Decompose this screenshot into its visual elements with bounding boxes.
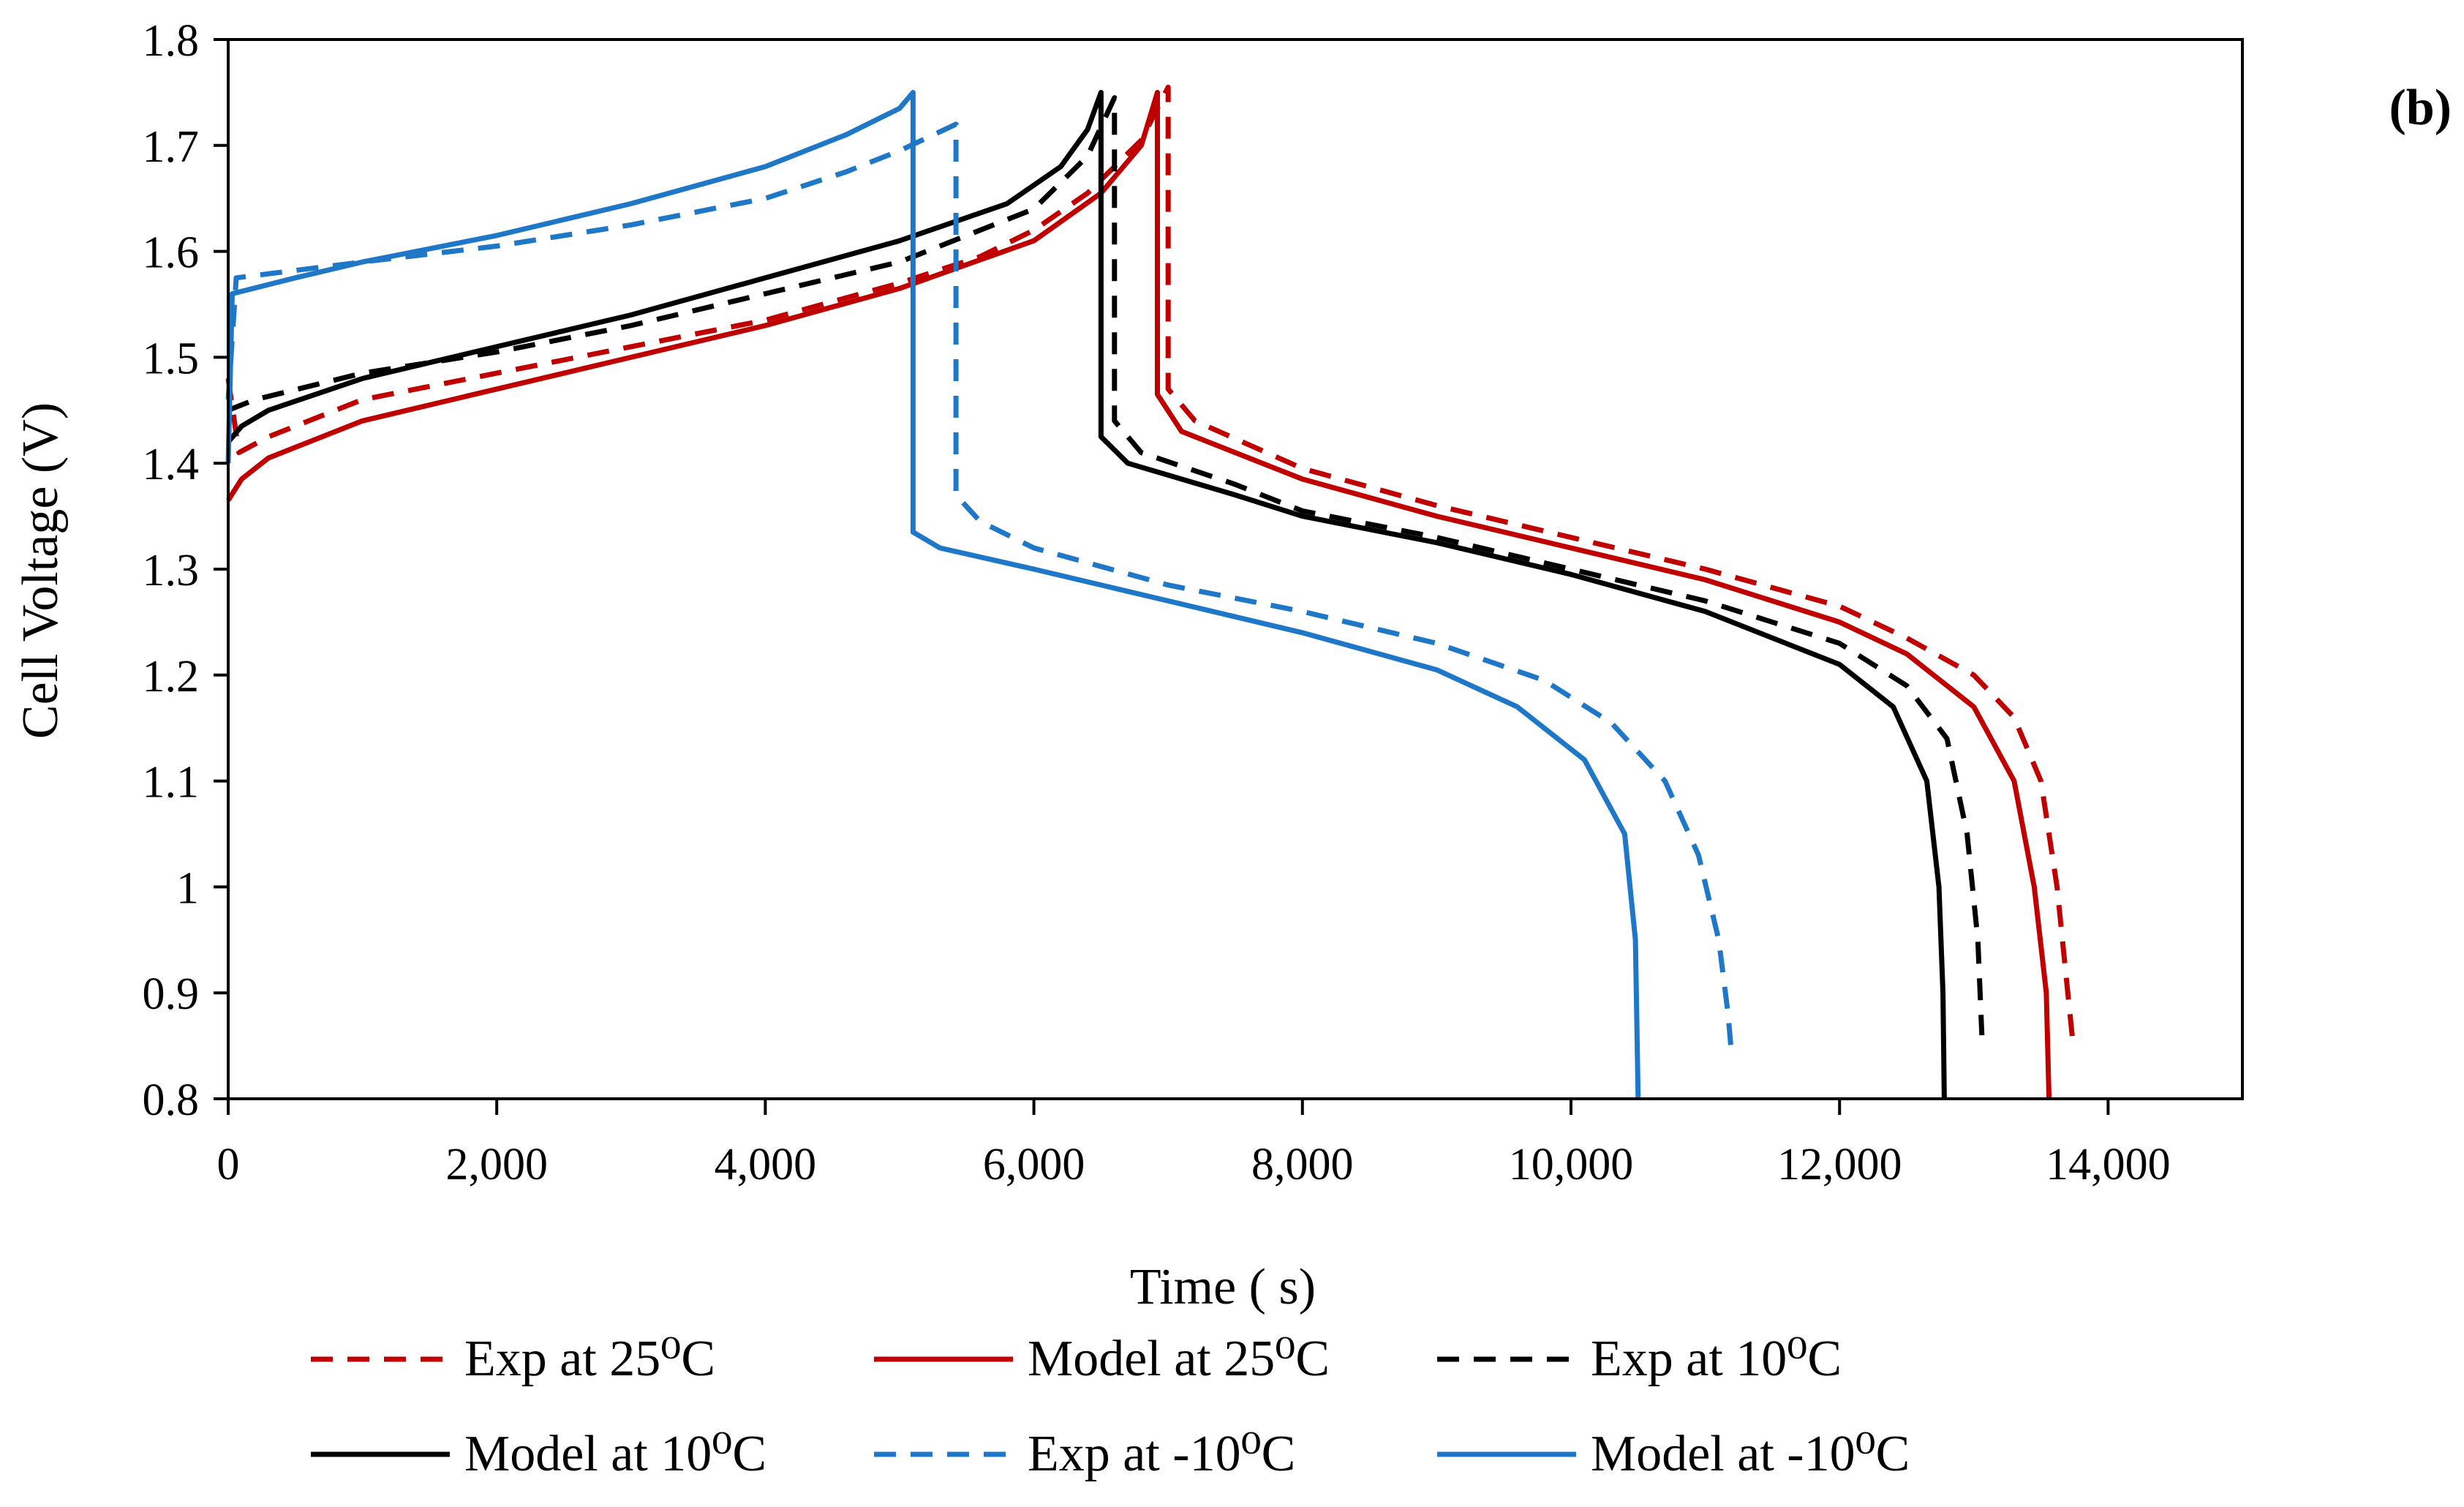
legend-label-1: Exp at 25⁰C [464, 1331, 715, 1387]
x-tick-label: 12,000 [1777, 1140, 1902, 1190]
x-tick-label: 14,000 [2046, 1140, 2171, 1190]
tick-layer: 0 2,000 4,000 6,000 8,000 10,000 12,000 14,000 0… [143, 16, 2171, 1190]
y-tick-label: 1.7 [143, 122, 200, 172]
x-tick-label: 8,000 [1251, 1140, 1354, 1190]
series-line-3 [227, 95, 1985, 1036]
y-tick-label: 1.8 [143, 16, 200, 66]
series-line-2 [226, 89, 2052, 1100]
legend-label-4: Model at 10⁰C [464, 1426, 766, 1482]
y-tick-label: 0.8 [143, 1075, 200, 1125]
legend-label-5: Exp at -10⁰C [1028, 1426, 1295, 1482]
series-layer [225, 84, 2076, 1100]
y-tick-label: 0.9 [143, 969, 200, 1019]
legend: Exp at 25⁰C Model at 25⁰C Exp at 10⁰C Model… [311, 1331, 1910, 1482]
x-axis-label: Time ( s) [1130, 1259, 1316, 1315]
y-axis-label: Cell Voltage (V) [12, 402, 69, 739]
series-line-6 [225, 89, 1641, 1100]
y-tick-label: 1.5 [143, 334, 200, 383]
x-tick-label: 0 [217, 1140, 240, 1190]
series-line-5 [225, 121, 1733, 1046]
legend-label-3: Exp at 10⁰C [1591, 1331, 1842, 1387]
y-tick-label: 1.6 [143, 228, 200, 278]
y-tick-label: 1.4 [143, 440, 200, 489]
x-tick-label: 2,000 [445, 1140, 548, 1190]
x-tick-label: 4,000 [715, 1140, 817, 1190]
series-line-1 [225, 84, 2076, 1046]
series-line-4 [226, 89, 1947, 1100]
x-tick-label: 6,000 [983, 1140, 1085, 1190]
y-tick-label: 1.2 [143, 652, 200, 702]
legend-label-2: Model at 25⁰C [1028, 1331, 1330, 1387]
panel-label: (b) [2389, 80, 2452, 136]
x-tick-label: 10,000 [1509, 1140, 1634, 1190]
y-tick-label: 1.3 [143, 546, 200, 595]
y-tick-label: 1.1 [143, 758, 200, 808]
legend-label-6: Model at -10⁰C [1591, 1426, 1910, 1482]
y-tick-label: 1 [176, 863, 199, 913]
